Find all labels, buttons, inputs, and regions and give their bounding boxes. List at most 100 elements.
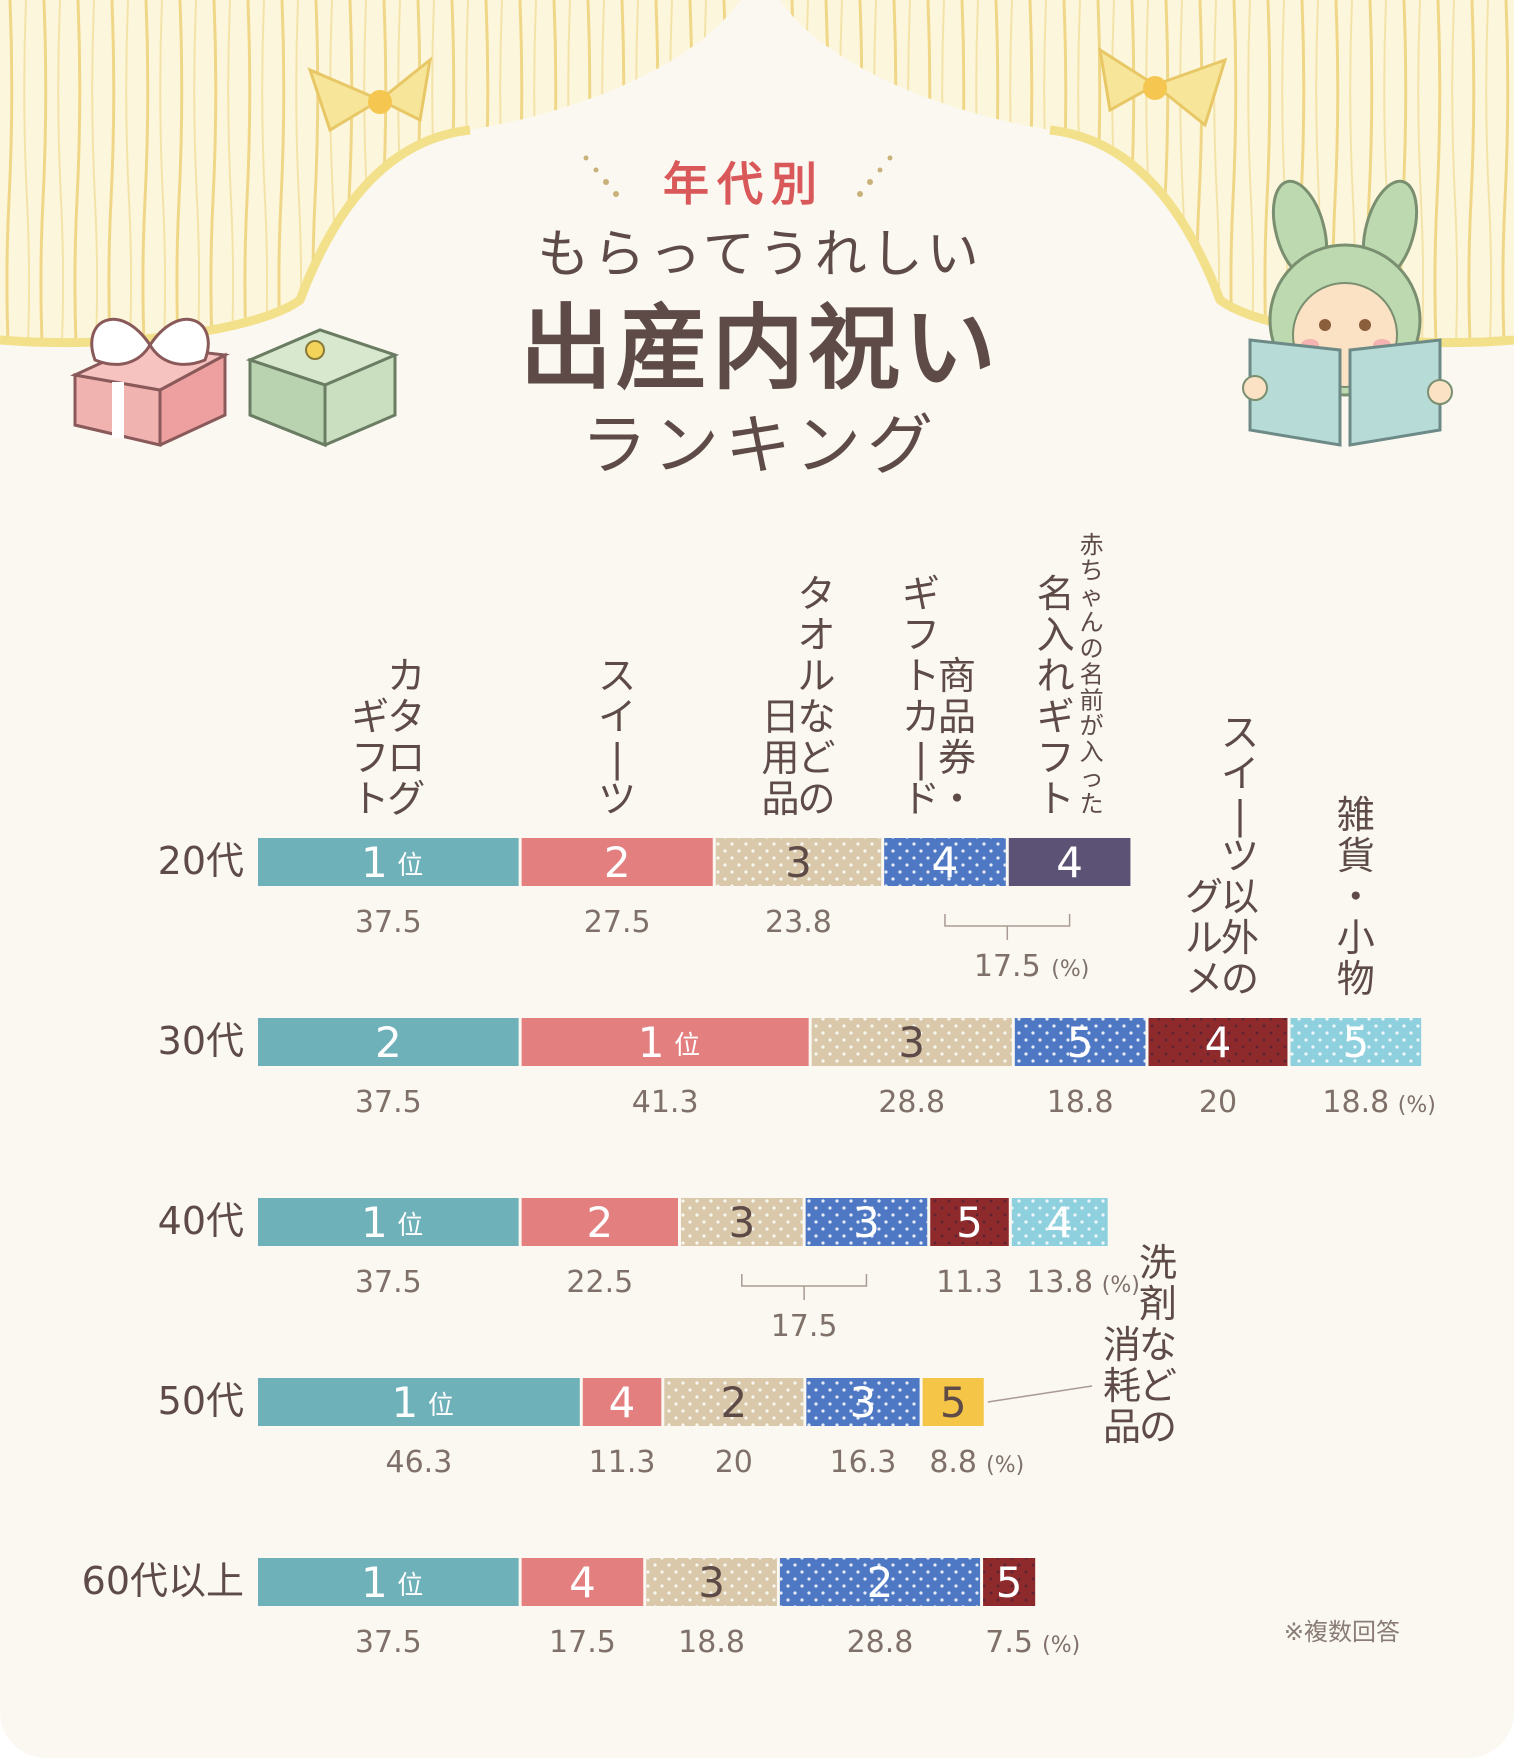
category-label-char: グ: [387, 777, 425, 821]
value-label: 27.5: [584, 905, 651, 940]
category-label-char: ト: [351, 777, 389, 821]
category-label-char: 赤: [1080, 531, 1104, 559]
bar-segment-pattern: [664, 1378, 804, 1426]
header-line3: ランキング: [581, 407, 939, 484]
bar-segment: [258, 838, 519, 886]
category-label-char: 前: [1080, 686, 1104, 714]
bar-segment: [922, 1378, 984, 1426]
value-label: 20: [715, 1445, 753, 1480]
header-kicker: 年代別: [663, 157, 825, 211]
value-label: 37.5: [355, 1625, 422, 1660]
bar-segment-pattern: [681, 1198, 803, 1246]
shared-value-label: 17.5: [771, 1309, 838, 1344]
value-label: 20: [1199, 1085, 1237, 1120]
bar-segment: [258, 1018, 519, 1066]
rank-label: 1: [361, 1558, 388, 1607]
bar-segment: [521, 838, 713, 886]
left-bow-icon: [307, 56, 433, 133]
category-label-char: タ: [387, 695, 425, 739]
rank-label: 1: [361, 1198, 388, 1247]
rank-label: 3: [853, 1198, 880, 1247]
rank-label: 4: [569, 1558, 596, 1607]
bar-segment: [258, 1378, 580, 1426]
category-label-char: ん: [1080, 609, 1104, 637]
header-line1: もらってうれしい: [537, 225, 982, 285]
category-label-char: イ: [1221, 752, 1259, 796]
category-label-char: 商: [938, 654, 976, 698]
bar-segment-pattern: [930, 1198, 1009, 1246]
rank-label: 1: [361, 838, 388, 887]
value-label: 23.8: [765, 905, 832, 940]
category-label-char: |: [1234, 793, 1247, 838]
category-label-char: ち: [1080, 557, 1104, 585]
right-bow-icon: [1097, 46, 1228, 128]
value-label: 13.8: [1026, 1265, 1093, 1300]
category-label-char: た: [1080, 790, 1104, 818]
category-label-char: の: [1221, 957, 1259, 1001]
category-label-char: カ: [902, 695, 940, 739]
rank-label: 5: [996, 1558, 1023, 1607]
category-label-char: 剤: [1139, 1282, 1177, 1326]
category-label-char: 品: [938, 695, 976, 739]
category-label-char: 日: [761, 695, 799, 739]
value-label: 37.5: [355, 1085, 422, 1120]
bar-segment-pattern: [983, 1558, 1036, 1606]
rank-label: 3: [698, 1558, 725, 1607]
unit-label: (%): [986, 1453, 1024, 1478]
category-label-char: ギ: [351, 695, 389, 739]
row-label: 40代: [158, 1199, 244, 1243]
rank-label: 2: [604, 838, 631, 887]
value-label: 11.3: [589, 1445, 656, 1480]
category-label-char: ど: [1139, 1364, 1177, 1408]
value-label: 37.5: [355, 905, 422, 940]
category-label-char: 洗: [1139, 1241, 1177, 1285]
category-label-char: ど: [797, 736, 835, 780]
category-label-char: 用: [761, 736, 799, 780]
category-label-char: ル: [797, 654, 835, 698]
category-label-char: 名: [1037, 572, 1075, 616]
bar-segment-pattern: [1011, 1198, 1108, 1246]
category-label-char: 券: [938, 736, 976, 780]
category-label-char: グ: [1185, 875, 1223, 919]
bar-segment: [258, 1198, 519, 1246]
row-label: 60代以上: [82, 1559, 244, 1603]
rank-suffix: 位: [674, 1031, 700, 1061]
rank-label: 2: [586, 1198, 613, 1247]
bar-segment-pattern: [779, 1558, 981, 1606]
bar-segment: [521, 1018, 809, 1066]
category-label-char: ス: [598, 654, 636, 698]
category-label-char: オ: [797, 613, 835, 657]
bar-segment-pattern: [1014, 1018, 1146, 1066]
category-label-char: フ: [1037, 736, 1075, 780]
bar-segment-pattern: [715, 838, 882, 886]
category-label-char: タ: [797, 572, 835, 616]
bar-segment-pattern: [805, 1198, 928, 1246]
bar-segment-pattern: [1148, 1018, 1288, 1066]
category-label-char: フ: [902, 613, 940, 657]
category-label-char: な: [1139, 1323, 1177, 1367]
value-label: 28.8: [878, 1085, 945, 1120]
rank-label: 2: [867, 1558, 894, 1607]
category-label-char: ロ: [387, 736, 425, 780]
category-label-char: 入: [1080, 738, 1104, 766]
character-reading-icon: [1242, 179, 1453, 447]
rank-suffix: 位: [397, 1211, 423, 1241]
rank-label: 5: [940, 1378, 967, 1427]
header-title: 出産内祝い: [520, 295, 1000, 402]
value-label: 7.5: [985, 1625, 1033, 1660]
bar-segment: [582, 1378, 662, 1426]
rank-label: 5: [956, 1198, 983, 1247]
category-label-char: メ: [1185, 957, 1223, 1001]
rank-label: 1: [638, 1018, 665, 1067]
value-label: 18.8: [1047, 1085, 1114, 1120]
unit-label: (%): [1051, 957, 1089, 982]
kicker-dots-right: [857, 155, 893, 197]
category-label-char: 貨: [1337, 834, 1375, 878]
category-label-char: ゃ: [1080, 583, 1104, 611]
category-label-char: ギ: [1037, 695, 1075, 739]
rank-label: 5: [1342, 1018, 1369, 1067]
category-label-char: ス: [1221, 711, 1259, 755]
category-label-char: イ: [598, 695, 636, 739]
rank-suffix: 位: [428, 1391, 454, 1421]
bar-segment-pattern: [646, 1558, 777, 1606]
